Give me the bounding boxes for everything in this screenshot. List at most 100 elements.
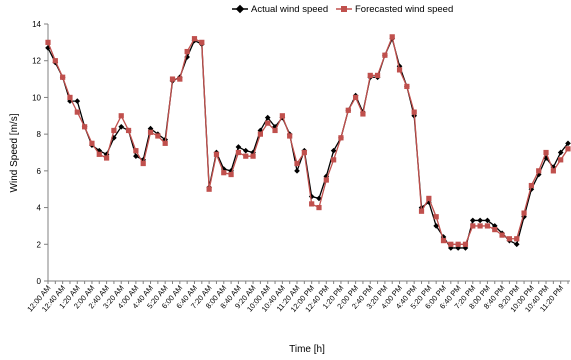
y-tick-label: 0 <box>37 277 42 286</box>
series-actual <box>45 36 571 251</box>
data-point <box>192 36 197 41</box>
y-tick-label: 12 <box>32 57 41 66</box>
data-point <box>514 236 519 241</box>
data-point <box>302 150 307 155</box>
data-point <box>316 205 321 210</box>
data-point <box>60 75 65 80</box>
data-point <box>119 113 124 118</box>
data-point <box>375 73 380 78</box>
data-point <box>412 110 417 115</box>
x-axis-title: Time [h] <box>289 344 325 355</box>
data-point <box>390 34 395 39</box>
legend: Actual wind speed Forecasted wind speed <box>232 4 453 15</box>
data-point <box>294 161 299 166</box>
y-tick-label: 10 <box>32 93 41 102</box>
data-point <box>265 121 270 126</box>
data-point <box>360 111 365 116</box>
data-point <box>67 95 72 100</box>
data-point <box>236 150 241 155</box>
series-layer <box>45 34 571 251</box>
data-point <box>419 209 424 214</box>
data-point <box>470 223 475 228</box>
data-point <box>185 49 190 54</box>
data-point <box>558 157 563 162</box>
data-point <box>207 187 212 192</box>
data-point <box>228 172 233 177</box>
series-forecast <box>45 34 570 247</box>
data-point <box>456 242 461 247</box>
data-point <box>404 84 409 89</box>
data-point <box>338 135 343 140</box>
data-point <box>478 223 483 228</box>
data-point <box>463 242 468 247</box>
data-point <box>280 113 285 118</box>
data-point <box>529 183 534 188</box>
data-point <box>53 58 58 63</box>
data-point <box>368 73 373 78</box>
data-point <box>89 141 94 146</box>
data-point <box>543 150 548 155</box>
data-point <box>499 233 504 238</box>
data-point <box>104 155 109 160</box>
data-point <box>250 154 255 159</box>
legend-actual-marker <box>236 5 244 13</box>
y-tick-label: 4 <box>37 204 42 213</box>
data-point <box>82 124 87 129</box>
data-point <box>514 241 520 247</box>
data-point <box>507 236 512 241</box>
data-point <box>353 95 358 100</box>
data-point <box>214 152 219 157</box>
data-point <box>243 148 249 154</box>
legend-forecast-marker <box>341 6 347 12</box>
y-tick-label: 2 <box>37 240 42 249</box>
data-point <box>434 214 439 219</box>
data-point <box>221 170 226 175</box>
data-point <box>551 168 556 173</box>
data-point <box>141 161 146 166</box>
data-point <box>331 157 336 162</box>
data-point <box>565 146 570 151</box>
data-point <box>382 53 387 58</box>
data-point <box>536 168 541 173</box>
y-tick-label: 8 <box>37 130 42 139</box>
data-point <box>272 128 277 133</box>
data-point <box>126 128 131 133</box>
data-point <box>163 141 168 146</box>
data-point <box>45 40 50 45</box>
data-point <box>448 242 453 247</box>
y-tick-label: 14 <box>32 20 41 29</box>
data-point <box>294 168 300 174</box>
data-point <box>441 238 446 243</box>
data-point <box>75 110 80 115</box>
data-point <box>521 210 526 215</box>
data-point <box>324 177 329 182</box>
data-point <box>155 133 160 138</box>
data-point <box>243 154 248 159</box>
data-point <box>148 130 153 135</box>
data-point <box>470 218 476 224</box>
data-point <box>287 133 292 138</box>
data-point <box>177 76 182 81</box>
data-point <box>477 218 483 224</box>
series-line <box>48 37 568 244</box>
data-point <box>199 40 204 45</box>
y-tick-label: 6 <box>37 167 42 176</box>
legend-label-forecast: Forecasted wind speed <box>355 4 453 15</box>
series-line <box>48 39 568 248</box>
data-point <box>485 223 490 228</box>
data-point <box>492 227 497 232</box>
data-point <box>111 128 116 133</box>
data-point <box>309 201 314 206</box>
data-point <box>236 144 242 150</box>
data-point <box>170 76 175 81</box>
data-point <box>397 67 402 72</box>
y-axis-ticks: 0 2 4 6 8 10 12 14 <box>32 20 48 286</box>
data-point <box>426 196 431 201</box>
data-point <box>74 98 80 104</box>
data-point <box>258 132 263 137</box>
data-point <box>346 108 351 113</box>
y-axis-title: Wind Speed [m/s] <box>9 113 20 192</box>
data-point <box>133 148 138 153</box>
